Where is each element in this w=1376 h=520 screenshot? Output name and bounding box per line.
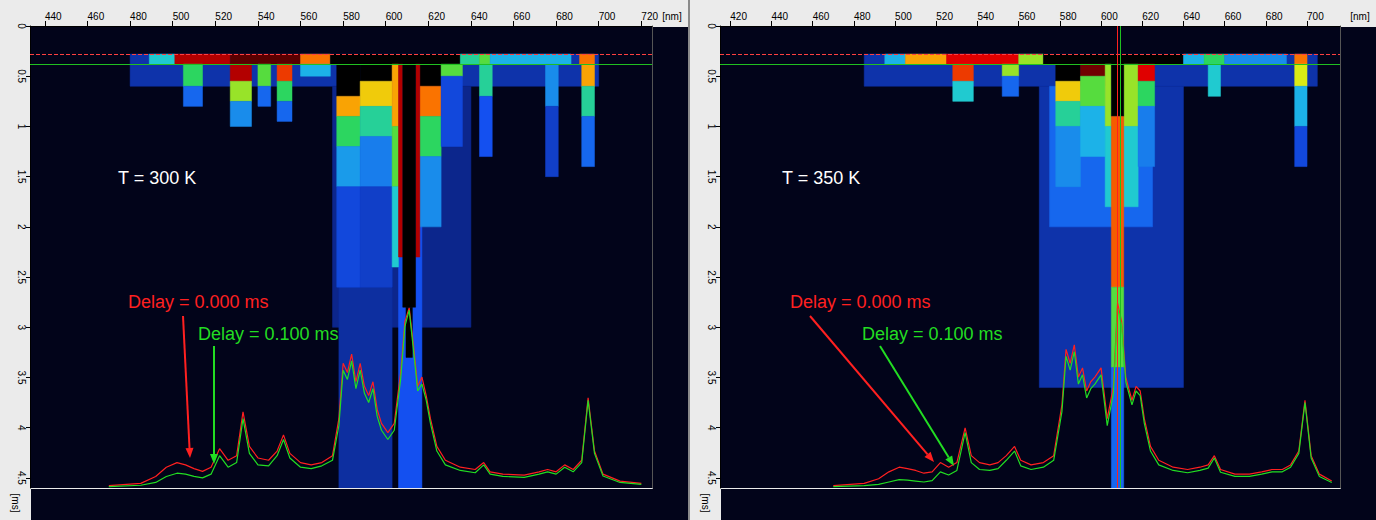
svg-text:[ms]: [ms]	[10, 494, 21, 513]
svg-text:T = 350 K: T = 350 K	[782, 168, 860, 188]
svg-text:700: 700	[1307, 11, 1324, 22]
svg-text:3: 3	[16, 325, 27, 331]
svg-text:480: 480	[130, 11, 147, 22]
svg-text:420: 420	[730, 11, 747, 22]
svg-text:640: 640	[471, 11, 488, 22]
svg-text:Delay = 0.000 ms: Delay = 0.000 ms	[128, 292, 269, 312]
svg-text:1: 1	[706, 124, 717, 130]
svg-text:0.5: 0.5	[706, 69, 717, 83]
svg-text:Delay = 0.000 ms: Delay = 0.000 ms	[790, 292, 931, 312]
svg-text:2: 2	[16, 224, 27, 230]
svg-text:680: 680	[1266, 11, 1283, 22]
svg-text:T = 300 K: T = 300 K	[118, 168, 196, 188]
svg-text:640: 640	[1183, 11, 1200, 22]
svg-text:700: 700	[599, 11, 616, 22]
svg-text:4: 4	[706, 425, 717, 431]
svg-text:560: 560	[1019, 11, 1036, 22]
svg-text:620: 620	[1142, 11, 1159, 22]
svg-text:[ms]: [ms]	[700, 494, 711, 513]
svg-text:660: 660	[514, 11, 531, 22]
svg-text:580: 580	[1060, 11, 1077, 22]
svg-text:440: 440	[771, 11, 788, 22]
svg-text:520: 520	[215, 11, 232, 22]
svg-text:1.5: 1.5	[706, 170, 717, 184]
svg-text:520: 520	[936, 11, 953, 22]
svg-text:3: 3	[706, 325, 717, 331]
svg-text:3.5: 3.5	[706, 371, 717, 385]
svg-text:[nm]: [nm]	[662, 11, 682, 22]
svg-text:440: 440	[45, 11, 62, 22]
svg-text:560: 560	[301, 11, 318, 22]
svg-text:620: 620	[428, 11, 445, 22]
svg-text:0.5: 0.5	[16, 69, 27, 83]
svg-text:500: 500	[895, 11, 912, 22]
svg-text:540: 540	[258, 11, 275, 22]
svg-text:2: 2	[706, 224, 717, 230]
svg-text:2.5: 2.5	[706, 270, 717, 284]
svg-text:460: 460	[88, 11, 105, 22]
svg-text:4.5: 4.5	[706, 471, 717, 485]
svg-text:460: 460	[813, 11, 830, 22]
svg-text:0: 0	[706, 23, 717, 29]
svg-text:580: 580	[343, 11, 360, 22]
svg-text:540: 540	[977, 11, 994, 22]
svg-text:600: 600	[386, 11, 403, 22]
svg-text:4: 4	[16, 425, 27, 431]
svg-text:660: 660	[1225, 11, 1242, 22]
svg-text:480: 480	[854, 11, 871, 22]
svg-text:Delay = 0.100 ms: Delay = 0.100 ms	[862, 324, 1003, 344]
svg-text:0: 0	[16, 23, 27, 29]
svg-text:720: 720	[641, 11, 658, 22]
svg-text:Delay = 0.100 ms: Delay = 0.100 ms	[198, 324, 339, 344]
svg-text:680: 680	[556, 11, 573, 22]
svg-text:600: 600	[1101, 11, 1118, 22]
svg-text:1: 1	[16, 124, 27, 130]
svg-text:1.5: 1.5	[16, 170, 27, 184]
svg-text:3.5: 3.5	[16, 371, 27, 385]
svg-text:[nm]: [nm]	[1350, 11, 1370, 22]
svg-text:2.5: 2.5	[16, 270, 27, 284]
svg-text:4.5: 4.5	[16, 471, 27, 485]
svg-text:500: 500	[173, 11, 190, 22]
